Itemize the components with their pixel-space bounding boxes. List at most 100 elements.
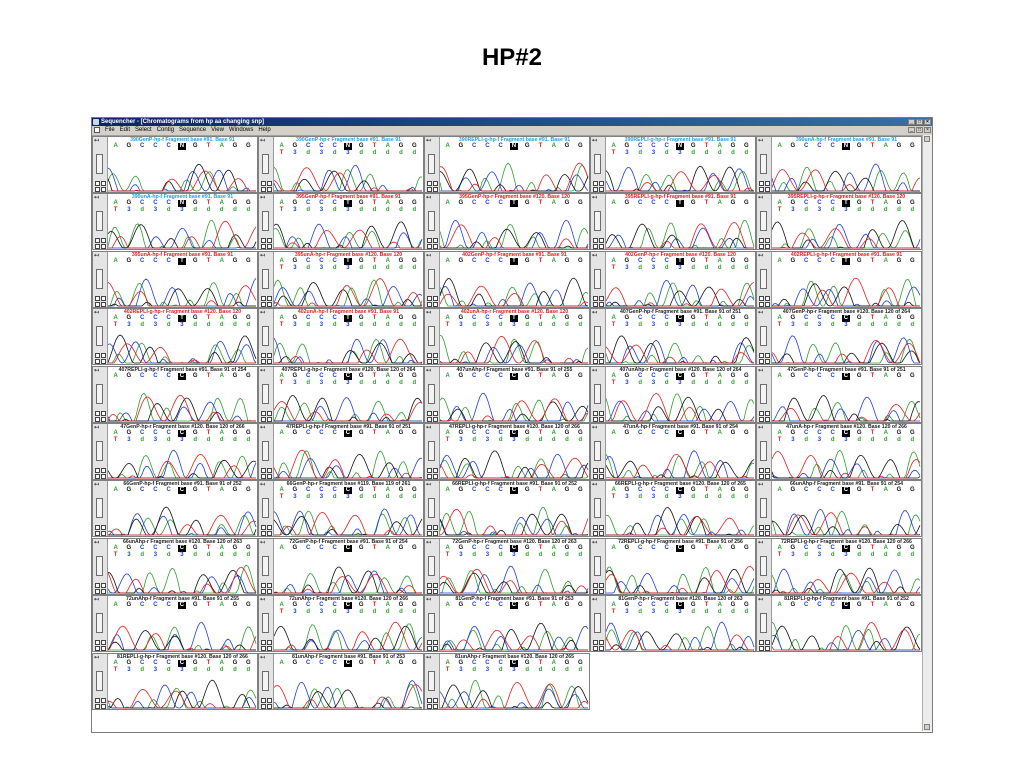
zoom-button[interactable] [765, 295, 770, 301]
zoom-button[interactable] [593, 244, 598, 250]
zoom-button[interactable] [759, 301, 764, 307]
zoom-button[interactable] [427, 525, 432, 531]
zoom-button[interactable] [267, 410, 272, 416]
panel-scroll-thumb[interactable] [760, 555, 767, 576]
zoom-button[interactable] [267, 474, 272, 479]
zoom-button[interactable] [261, 359, 266, 365]
zoom-button[interactable] [433, 187, 438, 192]
zoom-button[interactable] [267, 416, 272, 422]
zoom-button[interactable] [101, 187, 106, 192]
zoom-button[interactable] [101, 301, 106, 307]
chromatogram-panel[interactable]: ↤ 402REPLI-g-hp-f Fragment base #91. Base… [756, 250, 922, 308]
chromatogram-panel[interactable]: ↤ 72GenP-hp-r Fragment base #120. Base 12… [424, 537, 590, 595]
zoom-button[interactable] [765, 531, 770, 537]
zoom-button[interactable] [765, 640, 770, 646]
collapse-arrow-icon[interactable]: ↤ [94, 310, 100, 317]
zoom-button[interactable] [95, 244, 100, 250]
zoom-button[interactable] [101, 353, 106, 359]
panel-scroll-thumb[interactable] [428, 441, 435, 461]
zoom-button[interactable] [765, 359, 770, 365]
zoom-button[interactable] [267, 640, 272, 646]
zoom-button[interactable] [759, 531, 764, 537]
zoom-button[interactable] [427, 295, 432, 301]
minimize-button[interactable]: _ [908, 119, 915, 125]
chromatogram-panel[interactable]: ↤ 47GenP-hp-r Fragment base #120. Base 12… [92, 423, 258, 480]
zoom-button[interactable] [95, 353, 100, 359]
chromatogram-panel[interactable]: ↤ 66REPLI-g-hp-f Fragment base #91. Base … [424, 480, 590, 538]
panel-scroll-thumb[interactable] [428, 613, 435, 634]
collapse-arrow-icon[interactable]: ↤ [260, 539, 266, 546]
zoom-button[interactable] [261, 410, 266, 416]
menu-edit[interactable]: Edit [119, 127, 131, 133]
zoom-button[interactable] [599, 582, 604, 588]
scroll-up-button[interactable] [924, 136, 930, 142]
menu-help[interactable]: Help [258, 127, 271, 133]
doc-close-button[interactable]: × [924, 127, 931, 133]
zoom-button[interactable] [101, 474, 106, 479]
collapse-arrow-icon[interactable]: ↤ [426, 425, 432, 431]
zoom-button[interactable] [267, 187, 272, 192]
chromatogram-panel[interactable]: ↤ 72REPLI-g-hp-r Fragment base #120. Base… [756, 537, 922, 595]
zoom-button[interactable] [427, 359, 432, 365]
zoom-button[interactable] [599, 646, 604, 652]
maximize-button[interactable]: □ [916, 119, 923, 125]
zoom-button[interactable] [433, 646, 438, 652]
zoom-button[interactable] [267, 531, 272, 537]
zoom-button[interactable] [433, 359, 438, 365]
zoom-button[interactable] [95, 301, 100, 307]
panel-scroll-thumb[interactable] [428, 211, 435, 232]
zoom-button[interactable] [267, 703, 272, 709]
zoom-button[interactable] [427, 181, 432, 186]
chromatogram-panel[interactable]: ↤ 407GenP-hp-r Fragment base #120. Base 1… [756, 308, 922, 366]
zoom-button[interactable] [427, 187, 432, 192]
collapse-arrow-icon[interactable]: ↤ [260, 654, 266, 661]
zoom-button[interactable] [95, 640, 100, 646]
zoom-button[interactable] [433, 474, 438, 479]
zoom-button[interactable] [427, 468, 432, 473]
zoom-button[interactable] [433, 582, 438, 588]
collapse-arrow-icon[interactable]: ↤ [758, 138, 764, 144]
zoom-button[interactable] [101, 468, 106, 473]
zoom-button[interactable] [599, 353, 604, 359]
zoom-button[interactable] [101, 582, 106, 588]
zoom-button[interactable] [765, 410, 770, 416]
zoom-button[interactable] [765, 187, 770, 192]
zoom-button[interactable] [261, 646, 266, 652]
panel-scroll-thumb[interactable] [262, 670, 269, 691]
zoom-button[interactable] [267, 525, 272, 531]
zoom-button[interactable] [101, 703, 106, 709]
zoom-button[interactable] [261, 468, 266, 473]
chromatogram-panel[interactable]: ↤ 66REPLI-g-hp-r Fragment base #120. Base… [590, 480, 756, 538]
chromatogram-panel[interactable]: ↤ 47GenP-hp-f Fragment base #91. Base 91 … [756, 365, 922, 423]
collapse-arrow-icon[interactable]: ↤ [260, 138, 266, 144]
zoom-button[interactable] [599, 531, 604, 537]
zoom-button[interactable] [261, 187, 266, 192]
zoom-button[interactable] [599, 468, 604, 473]
zoom-button[interactable] [261, 703, 266, 709]
doc-minimize-button[interactable]: _ [908, 127, 915, 133]
panel-scroll-thumb[interactable] [96, 326, 103, 347]
zoom-button[interactable] [765, 353, 770, 359]
zoom-button[interactable] [765, 301, 770, 307]
panel-scroll-thumb[interactable] [96, 211, 103, 232]
chromatogram-panel[interactable]: ↤ 407GenP-hp-f Fragment base #91. Base 91… [590, 308, 756, 366]
collapse-arrow-icon[interactable]: ↤ [260, 597, 266, 604]
panel-scroll-thumb[interactable] [262, 383, 269, 404]
zoom-button[interactable] [101, 697, 106, 703]
zoom-button[interactable] [261, 353, 266, 359]
zoom-button[interactable] [599, 640, 604, 646]
collapse-arrow-icon[interactable]: ↤ [260, 195, 266, 202]
zoom-button[interactable] [101, 531, 106, 537]
collapse-arrow-icon[interactable]: ↤ [94, 482, 100, 489]
chromatogram-panel[interactable]: ↤ 395unA-hp-f Fragment base #91. Base 91 A… [92, 250, 258, 308]
zoom-button[interactable] [427, 353, 432, 359]
zoom-button[interactable] [261, 697, 266, 703]
panel-scroll-thumb[interactable] [428, 154, 435, 174]
zoom-button[interactable] [593, 295, 598, 301]
zoom-button[interactable] [599, 295, 604, 301]
collapse-arrow-icon[interactable]: ↤ [260, 425, 266, 431]
chromatogram-panel[interactable]: ↤ 390GenP-hp-f Fragment base #91. Base 91… [92, 136, 258, 193]
zoom-button[interactable] [427, 244, 432, 250]
chromatogram-panel[interactable]: ↤ 395unA-hp-r Fragment base #120. Base 12… [258, 250, 424, 308]
panel-scroll-thumb[interactable] [760, 441, 767, 461]
